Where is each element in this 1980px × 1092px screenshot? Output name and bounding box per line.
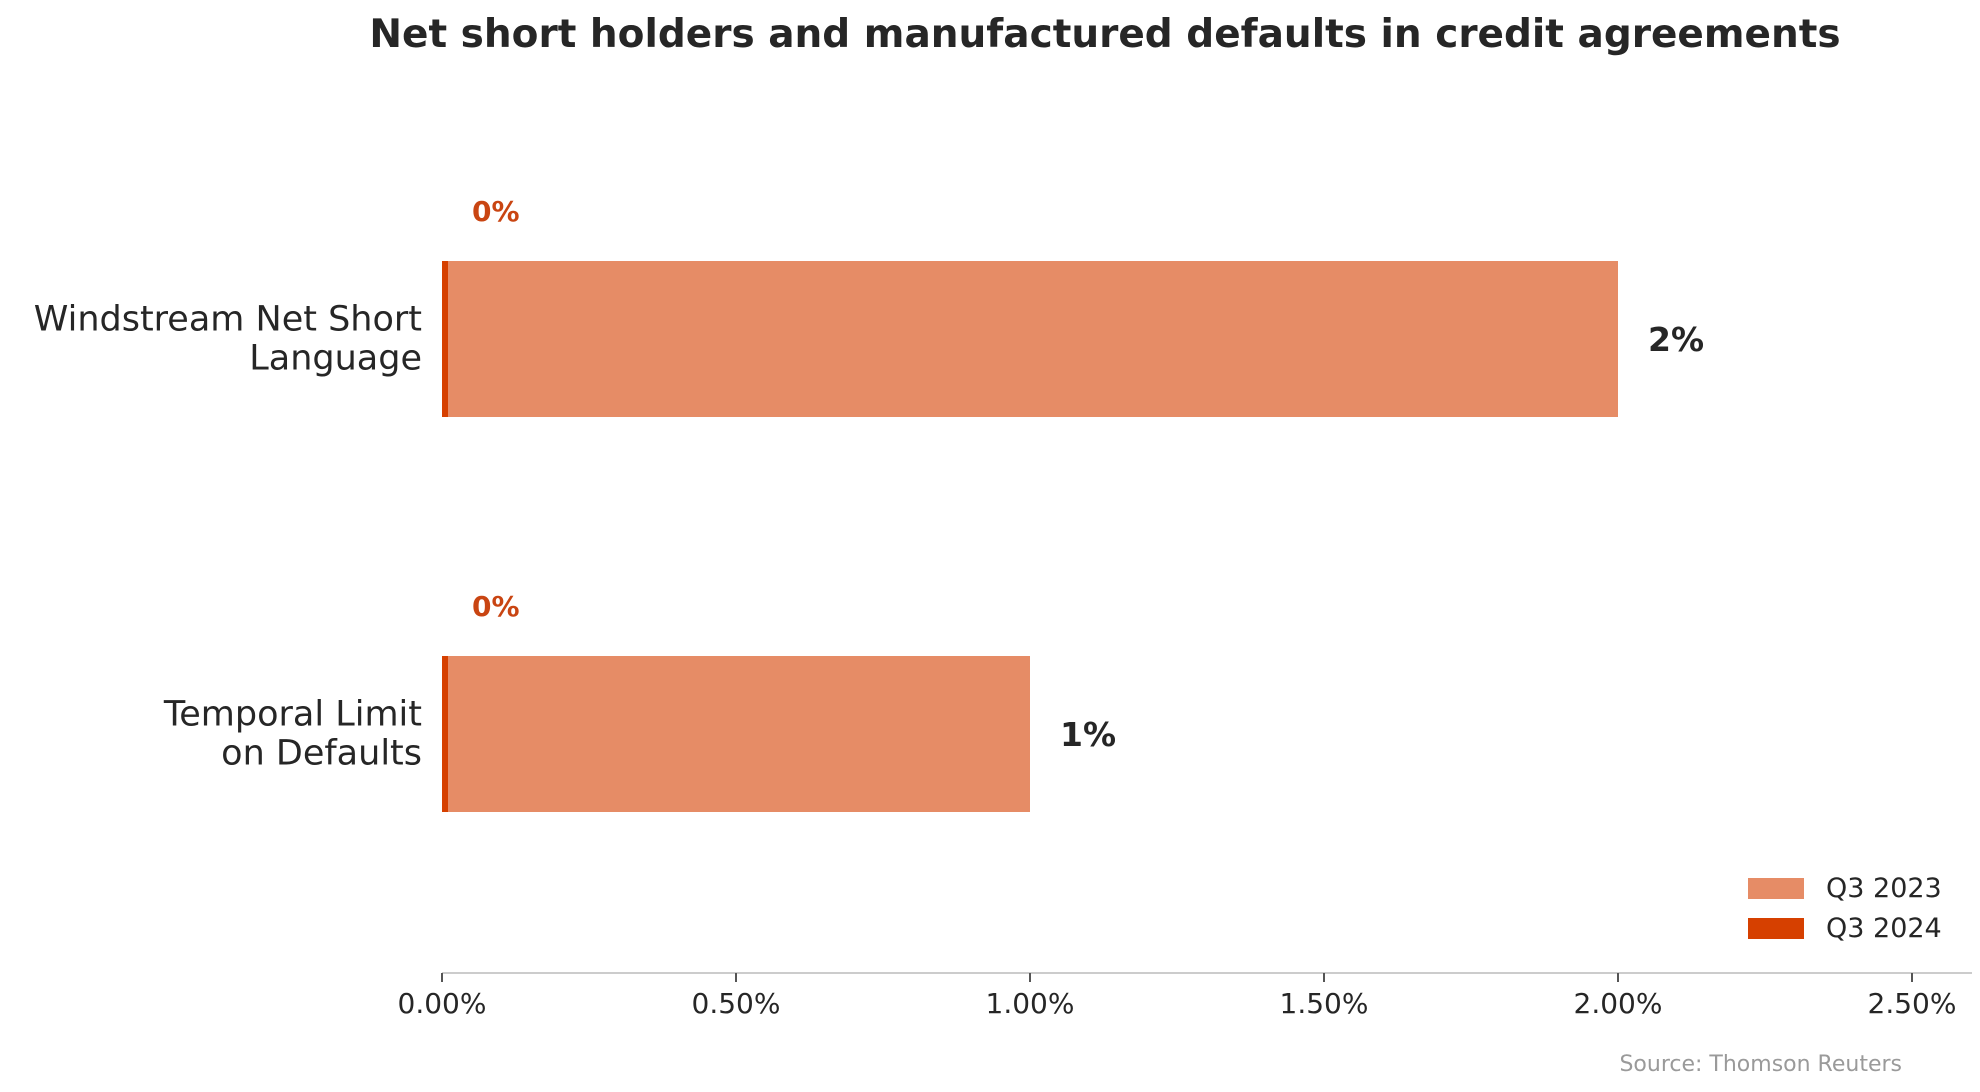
- x-tick-label: 2.50%: [1868, 987, 1957, 1020]
- data-label-q3-2024: 0%: [472, 590, 520, 623]
- data-label-q3-2023: 2%: [1648, 320, 1704, 359]
- x-tick-label: 0.00%: [398, 987, 487, 1020]
- x-tick-label: 0.50%: [692, 987, 781, 1020]
- x-tick-label: 1.00%: [986, 987, 1075, 1020]
- category-label: Language: [249, 339, 422, 379]
- chart-title: Net short holders and manufactured defau…: [369, 12, 1841, 57]
- bar-q3-2024: [442, 656, 448, 812]
- data-label-q3-2024: 0%: [472, 195, 520, 228]
- category-label: Windstream Net Short: [34, 300, 422, 340]
- category-label: on Defaults: [221, 734, 422, 774]
- legend-swatch-q3-2024: [1748, 917, 1804, 939]
- x-tick-label: 2.00%: [1574, 987, 1663, 1020]
- legend-label-q3-2024: Q3 2024: [1826, 912, 1942, 944]
- bar-q3-2024: [442, 261, 448, 417]
- category-label: Temporal Limit: [163, 695, 422, 735]
- x-tick-label: 1.50%: [1280, 987, 1369, 1020]
- bar-q3-2023: [442, 656, 1030, 812]
- legend-item-q3-2024: Q3 2024: [1748, 908, 1942, 948]
- legend-label-q3-2023: Q3 2023: [1826, 872, 1942, 904]
- data-label-q3-2023: 1%: [1060, 715, 1116, 754]
- source-note: Source: Thomson Reuters: [1619, 1052, 1902, 1077]
- legend-item-q3-2023: Q3 2023: [1748, 868, 1942, 908]
- legend: Q3 2023 Q3 2024: [1748, 868, 1942, 948]
- legend-swatch-q3-2023: [1748, 877, 1804, 899]
- bar-q3-2023: [442, 261, 1618, 417]
